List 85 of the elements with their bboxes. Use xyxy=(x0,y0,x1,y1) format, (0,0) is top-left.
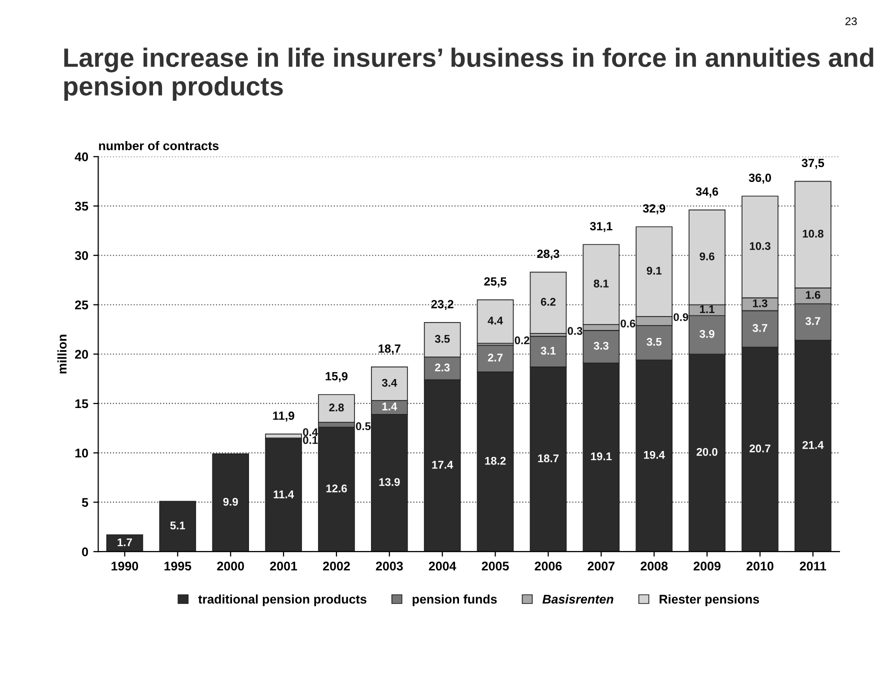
legend-label: Basisrenten xyxy=(542,594,614,604)
data-label: 20.7 xyxy=(750,444,770,452)
x-tick-label: 1990 xyxy=(112,562,138,571)
x-tick-label: 2009 xyxy=(694,562,721,571)
data-label: 3.9 xyxy=(700,330,714,338)
legend-label: Riester pensions xyxy=(660,594,760,606)
text: number of contracts xyxy=(99,141,219,150)
y-tick-label: 40 xyxy=(74,152,88,162)
x-tick-label: 2011 xyxy=(800,562,826,571)
data-label: 0.3 xyxy=(568,327,582,335)
legend-label: traditional pension products xyxy=(198,594,366,606)
y-tick-label: 25 xyxy=(75,300,88,310)
data-label: 9.1 xyxy=(646,266,662,275)
data-label: 0.4 xyxy=(303,428,318,436)
x-tick-label: 2000 xyxy=(217,562,244,571)
data-label: 1.3 xyxy=(752,299,768,308)
data-label: 8.1 xyxy=(594,280,609,288)
data-label: 6.2 xyxy=(540,298,556,306)
data-label: 0.1 xyxy=(303,436,318,444)
total-label: 37,5 xyxy=(802,158,824,169)
data-label: 19.4 xyxy=(644,450,665,459)
data-label: 3.7 xyxy=(805,317,820,326)
data-label: 20.0 xyxy=(696,448,718,456)
data-label: 2.8 xyxy=(329,404,344,412)
data-label: 0.6 xyxy=(620,320,636,328)
y-tick-label: 5 xyxy=(82,498,88,507)
total-label: 18,7 xyxy=(378,344,400,354)
legend-label: pension funds xyxy=(412,594,497,606)
data-label: 0.2 xyxy=(514,336,530,344)
x-tick-label: 1995 xyxy=(164,562,192,571)
data-label: 12.6 xyxy=(326,484,347,492)
y-tick-label: 15 xyxy=(75,399,88,408)
data-label: 3.4 xyxy=(382,378,398,387)
data-label: 21.4 xyxy=(802,441,824,449)
data-label: 17.4 xyxy=(432,460,454,469)
data-label: 0.9 xyxy=(674,313,688,322)
data-label: 18.7 xyxy=(538,454,559,462)
y-tick-label: 20 xyxy=(75,350,88,359)
x-tick-label: 2002 xyxy=(323,562,350,571)
data-label: 4.4 xyxy=(488,316,503,324)
x-tick-label: 2001 xyxy=(270,562,298,571)
x-tick-label: 2010 xyxy=(746,562,774,571)
data-label: 10.8 xyxy=(802,230,824,238)
data-label: 1.1 xyxy=(700,305,714,314)
y-axis-title: million xyxy=(57,334,67,374)
text: 23 xyxy=(845,17,857,26)
chart-title: Large increase in life insurers’ business in force in annuities and pension products xyxy=(64,48,874,101)
total-label: 28,3 xyxy=(537,250,560,260)
data-label: 9.6 xyxy=(700,252,714,260)
data-label: 3.1 xyxy=(540,346,556,355)
y-tick-label: 0 xyxy=(82,547,88,556)
data-label: 3.7 xyxy=(752,324,768,332)
total-label: 23,2 xyxy=(431,300,454,310)
data-label: 18.2 xyxy=(485,456,506,465)
data-label: 2.7 xyxy=(488,354,503,362)
data-label: 0.5 xyxy=(356,422,371,430)
y-tick-label: 10 xyxy=(75,448,88,458)
total-label: 11,9 xyxy=(273,412,294,422)
y-tick-label: 35 xyxy=(74,202,88,211)
x-tick-label: 2003 xyxy=(376,562,403,571)
total-label: 32,9 xyxy=(642,204,666,214)
data-label: 1.4 xyxy=(382,402,398,410)
data-label: 3.5 xyxy=(434,334,450,343)
total-label: 25,5 xyxy=(484,277,506,288)
total-label: 15,9 xyxy=(326,372,348,382)
data-label: 3.5 xyxy=(646,338,662,346)
data-label: 19.1 xyxy=(591,452,612,460)
data-label: 2.3 xyxy=(435,364,450,372)
total-label: 36,0 xyxy=(748,174,772,184)
x-tick-label: 2008 xyxy=(640,562,668,571)
x-tick-label: 2004 xyxy=(428,562,456,571)
total-label: 31,1 xyxy=(590,222,612,232)
data-label: 11.4 xyxy=(274,490,294,498)
data-label: 1.7 xyxy=(118,538,132,546)
data-label: 3.3 xyxy=(594,342,608,350)
x-tick-label: 2006 xyxy=(534,562,562,571)
data-label: 9.9 xyxy=(223,498,238,506)
data-label: 1.6 xyxy=(806,290,820,299)
data-label: 10.3 xyxy=(750,242,770,250)
y-tick-label: 30 xyxy=(74,251,88,260)
x-tick-label: 2005 xyxy=(482,562,509,571)
data-label: 13.9 xyxy=(379,478,400,486)
data-label: 5.1 xyxy=(170,522,186,530)
x-tick-label: 2007 xyxy=(588,562,615,571)
total-label: 34,6 xyxy=(696,187,718,198)
